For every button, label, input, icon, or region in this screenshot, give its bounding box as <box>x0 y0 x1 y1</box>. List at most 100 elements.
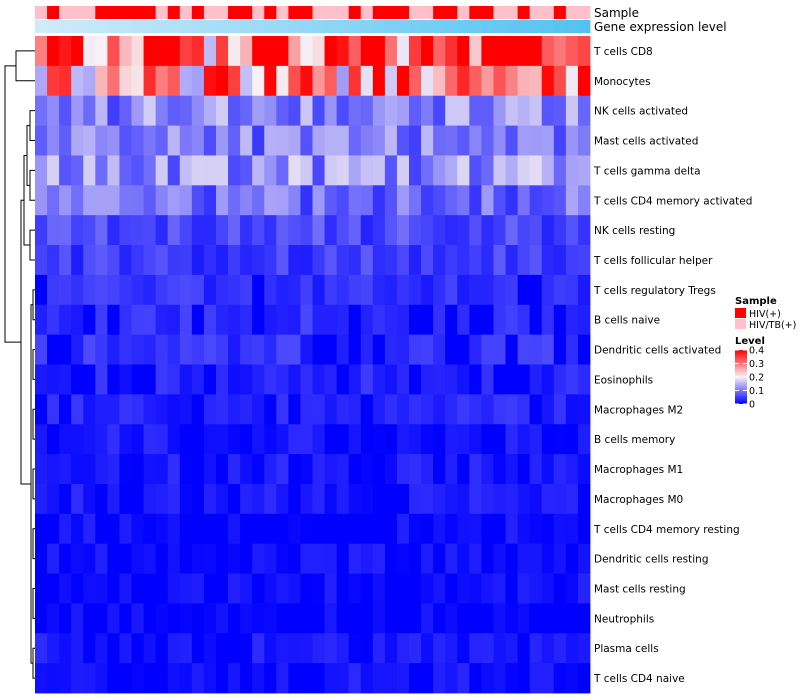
heatmap-cell <box>276 215 289 246</box>
heatmap-cell <box>529 513 543 545</box>
heatmap-cell <box>215 155 229 186</box>
heatmap-cell <box>300 543 313 574</box>
heatmap-cell <box>553 95 567 126</box>
heatmap-cell <box>481 454 494 485</box>
heatmap-cell <box>191 513 205 545</box>
heatmap-cell <box>372 245 386 276</box>
heatmap-cell <box>191 125 205 156</box>
level-legend-title: Level <box>735 336 765 347</box>
heatmap-cell <box>541 245 555 276</box>
heatmap-cell <box>131 513 144 545</box>
heatmap-cell <box>179 454 193 485</box>
heatmap-cell <box>312 185 325 216</box>
heatmap-cell <box>71 663 84 694</box>
row-label: Neutrophils <box>594 613 654 625</box>
heatmap-cell <box>529 394 543 425</box>
heatmap-cell <box>553 394 567 425</box>
heatmap-cell <box>445 36 458 67</box>
heatmap-cell <box>59 543 72 574</box>
heatmap-cell <box>228 633 241 664</box>
heatmap-cell <box>191 334 205 365</box>
heatmap-cell <box>95 334 108 365</box>
heatmap-cell <box>131 125 144 156</box>
heatmap-cell <box>469 364 482 395</box>
heatmap-cell <box>215 633 229 664</box>
sample-cell <box>143 6 157 19</box>
heatmap-cell <box>59 633 72 664</box>
heatmap-cell <box>35 65 48 97</box>
heatmap-cell <box>493 36 506 67</box>
expression-cell <box>191 20 205 33</box>
heatmap-cell <box>276 334 289 365</box>
heatmap-cell <box>119 185 132 216</box>
heatmap-cell <box>167 95 181 126</box>
heatmap-cell <box>360 633 374 664</box>
heatmap-cell <box>95 573 108 604</box>
heatmap-cell <box>179 424 193 455</box>
heatmap-cell <box>155 185 169 216</box>
sample-cell <box>167 6 181 19</box>
heatmap-cell <box>384 543 398 574</box>
heatmap-cell <box>215 334 229 365</box>
heatmap-cell <box>324 274 338 306</box>
heatmap-cell <box>565 633 579 664</box>
row-label: NK cells resting <box>594 225 675 237</box>
heatmap-cell <box>493 155 506 186</box>
level-tick-label: 0 <box>749 400 755 411</box>
heatmap-cell <box>409 125 422 156</box>
heatmap-cell <box>59 334 72 365</box>
heatmap-cell <box>336 483 350 515</box>
heatmap-cell <box>433 394 446 425</box>
heatmap-cell <box>433 364 446 395</box>
heatmap-cell <box>493 424 506 455</box>
heatmap-cell <box>203 633 217 664</box>
heatmap-cell <box>191 454 205 485</box>
heatmap-cell <box>577 543 591 574</box>
heatmap-cell <box>541 185 555 216</box>
expression-cell <box>336 20 350 33</box>
heatmap-cell <box>336 424 350 455</box>
heatmap-cell <box>47 95 60 126</box>
heatmap-cell <box>252 424 265 455</box>
heatmap-cell <box>203 543 217 574</box>
heatmap-cell <box>493 663 506 694</box>
heatmap-cell <box>203 454 217 485</box>
heatmap-cell <box>396 663 410 694</box>
heatmap-cell <box>553 334 567 365</box>
heatmap-cell <box>131 36 144 67</box>
heatmap-cell <box>457 364 470 395</box>
heatmap-cell <box>481 65 494 97</box>
heatmap-cell <box>59 663 72 694</box>
heatmap-cell <box>553 573 567 604</box>
heatmap-cell <box>215 394 229 425</box>
heatmap-cell <box>155 424 169 455</box>
heatmap-cell <box>312 215 325 246</box>
heatmap-cell <box>131 215 144 246</box>
heatmap-cell <box>409 245 422 276</box>
heatmap-cell <box>107 394 120 425</box>
expression-cell <box>264 20 277 33</box>
legend-swatch-hiv <box>735 308 746 318</box>
heatmap-cell <box>469 215 482 246</box>
heatmap-cell <box>252 155 265 186</box>
heatmap-cell <box>457 334 470 365</box>
heatmap-cell <box>360 36 374 67</box>
heatmap-cell <box>240 454 253 485</box>
heatmap-cell <box>421 424 434 455</box>
heatmap-cell <box>481 663 494 694</box>
heatmap-cell <box>541 513 555 545</box>
heatmap-cell <box>143 65 157 97</box>
heatmap-cell <box>445 633 458 664</box>
heatmap-cell <box>445 394 458 425</box>
heatmap-cell <box>529 95 543 126</box>
heatmap-cell <box>493 513 506 545</box>
heatmap-cell <box>252 245 265 276</box>
heatmap-cell <box>409 573 422 604</box>
heatmap-cell <box>565 274 579 306</box>
heatmap-cell <box>191 364 205 395</box>
heatmap-cell <box>203 245 217 276</box>
heatmap-cell <box>421 215 434 246</box>
heatmap-cell <box>107 65 120 97</box>
heatmap-cell <box>505 513 519 545</box>
heatmap-cell <box>59 364 72 395</box>
